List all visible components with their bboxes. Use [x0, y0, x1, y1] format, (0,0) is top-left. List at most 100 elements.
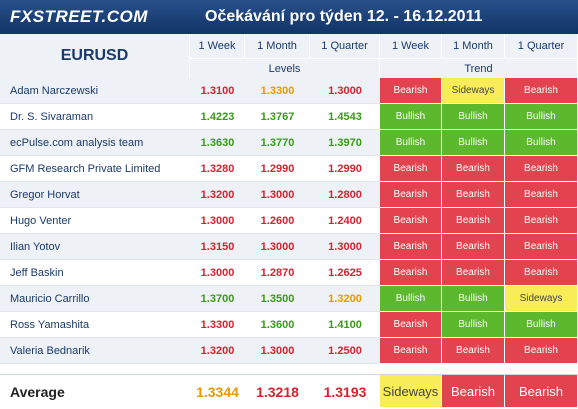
trend-cell: Bearish: [505, 182, 578, 208]
row-background: [0, 312, 380, 338]
level-value: 1.3200: [328, 293, 362, 305]
level-value: 1.3344: [196, 383, 239, 400]
column-header: 1 Month: [442, 34, 505, 58]
trend-cell: Sideways: [442, 78, 505, 104]
level-value: 1.3000: [200, 215, 235, 227]
column-header: 1 Week: [380, 34, 442, 58]
row-name: Jeff Baskin: [10, 267, 64, 279]
trend-cell: Bearish: [380, 156, 442, 182]
trend-cell: Bullish: [442, 286, 505, 312]
level-value: 1.3600: [260, 319, 295, 331]
row-background: [0, 78, 380, 104]
level-value: 1.3280: [200, 163, 235, 175]
level-value: 1.3000: [260, 241, 295, 253]
level-value: 1.3970: [328, 137, 362, 149]
row-name: Ilian Yotov: [10, 241, 61, 253]
trend-cell: Bullish: [380, 286, 442, 312]
level-value: 1.3218: [256, 383, 299, 400]
row-name: Gregor Horvat: [10, 189, 80, 201]
trend-cell: Bearish: [505, 234, 578, 260]
trend-cell: Bearish: [380, 78, 442, 104]
trend-cell: Bullish: [380, 104, 442, 130]
trend-cell: Bearish: [505, 260, 578, 286]
trend-cell: Bearish: [442, 156, 505, 182]
level-value: 1.2625: [328, 267, 362, 279]
trend-cell: Bearish: [380, 260, 442, 286]
level-value: 1.2400: [328, 215, 362, 227]
level-value: 1.4223: [200, 111, 235, 123]
trend-cell: Bearish: [442, 208, 505, 234]
trend-cell: Bearish: [380, 208, 442, 234]
column-header: 1 Quarter: [310, 34, 380, 58]
level-value: 1.3200: [200, 345, 235, 357]
trend-cell: Bearish: [505, 78, 578, 104]
trend-cell: Bearish: [442, 375, 505, 408]
level-value: 1.2800: [328, 189, 362, 201]
level-value: 1.2600: [260, 215, 295, 227]
row-name: Valeria Bednarik: [10, 345, 90, 357]
level-value: 1.3000: [260, 189, 295, 201]
row-background: [0, 338, 380, 364]
divider: [0, 374, 578, 375]
trend-cell: Bearish: [380, 312, 442, 338]
level-value: 1.2990: [328, 163, 362, 175]
row-name: Hugo Venter: [10, 215, 72, 227]
level-value: 1.3767: [260, 111, 295, 123]
level-value: 1.3200: [200, 189, 235, 201]
row-name: GFM Research Private Limited: [10, 163, 161, 175]
level-value: 1.2990: [260, 163, 295, 175]
row-name: Ross Yamashita: [10, 319, 90, 331]
row-name: Adam Narczewski: [10, 85, 99, 97]
logo: FXSTREET.COM: [10, 7, 148, 26]
group-header: Levels: [190, 58, 380, 78]
level-value: 1.3630: [200, 137, 235, 149]
level-value: 1.3000: [328, 85, 362, 97]
level-value: 1.2870: [260, 267, 295, 279]
trend-cell: Bearish: [442, 234, 505, 260]
level-value: 1.3100: [200, 85, 235, 97]
row-background: [0, 208, 380, 234]
row-background: [0, 234, 380, 260]
level-value: 1.3500: [260, 293, 295, 305]
row-background: [0, 104, 380, 130]
row-name: Average: [10, 383, 65, 400]
level-value: 1.3300: [260, 85, 295, 97]
trend-cell: Bearish: [442, 260, 505, 286]
trend-cell: Bullish: [505, 312, 578, 338]
level-value: 1.3000: [200, 267, 235, 279]
trend-cell: Bearish: [505, 338, 578, 364]
row-name: ecPulse.com analysis team: [10, 137, 144, 149]
pair-header: EURUSD: [0, 34, 190, 78]
trend-cell: Bearish: [505, 208, 578, 234]
header-bar: FXSTREET.COM Očekávání pro týden 12. - 1…: [0, 0, 578, 34]
trend-cell: Bearish: [505, 375, 578, 408]
row-background: [0, 156, 380, 182]
trend-cell: Bullish: [442, 312, 505, 338]
level-value: 1.3150: [200, 241, 235, 253]
level-value: 1.4100: [328, 319, 362, 331]
column-header: 1 Week: [190, 34, 245, 58]
level-value: 1.2500: [328, 345, 362, 357]
row-background: [0, 260, 380, 286]
title: Očekávání pro týden 12. - 16.12.2011: [205, 8, 483, 25]
group-header: Trend: [380, 58, 578, 78]
trend-cell: Bearish: [380, 234, 442, 260]
trend-cell: Bullish: [442, 130, 505, 156]
trend-cell: Bullish: [442, 104, 505, 130]
trend-cell: Sideways: [505, 286, 578, 312]
level-value: 1.3300: [200, 319, 235, 331]
row-background: [0, 286, 380, 312]
trend-cell: Bearish: [442, 338, 505, 364]
level-value: 1.4543: [328, 111, 362, 123]
level-value: 1.3193: [323, 383, 367, 400]
level-value: 1.3700: [200, 293, 235, 305]
trend-cell: Bearish: [380, 338, 442, 364]
trend-cell: Bullish: [505, 104, 578, 130]
row-name: Dr. S. Sivaraman: [10, 111, 94, 123]
row-background: [0, 182, 380, 208]
trend-cell: Bearish: [442, 182, 505, 208]
level-value: 1.3000: [260, 345, 295, 357]
trend-cell: Sideways: [380, 375, 442, 408]
trend-cell: Bearish: [505, 156, 578, 182]
trend-cell: Bearish: [380, 182, 442, 208]
